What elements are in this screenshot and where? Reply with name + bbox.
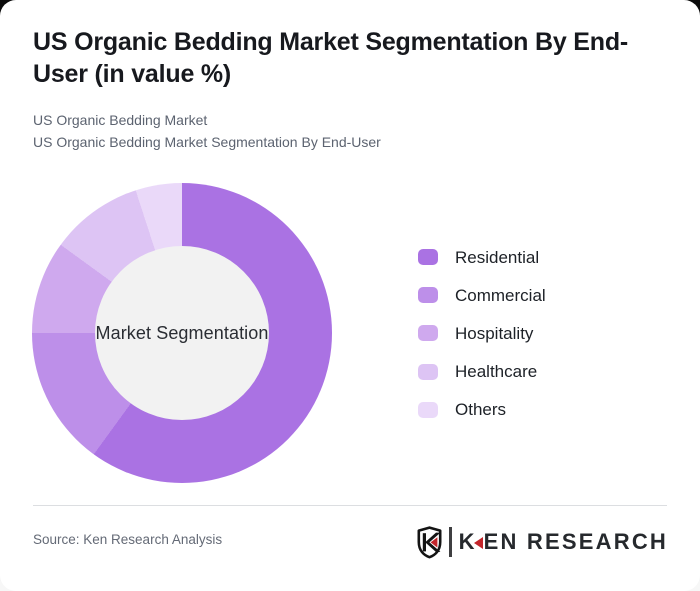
donut-center-label: Market Segmentation — [95, 322, 269, 343]
logo-wordmark: K EN RESEARCH — [459, 529, 668, 555]
red-triangle-icon — [473, 537, 483, 549]
legend-swatch-others — [418, 401, 438, 418]
legend-item-others[interactable]: Others — [418, 400, 546, 420]
source-note: Source: Ken Research Analysis — [33, 532, 223, 547]
logo-separator — [449, 527, 452, 557]
legend-swatch-residential — [418, 249, 438, 265]
page-title: US Organic Bedding Market Segmentation B… — [33, 28, 629, 88]
ken-research-emblem-icon — [417, 525, 442, 558]
wordmark-k: K — [458, 529, 477, 554]
footer-divider — [33, 505, 667, 506]
legend-label: Commercial — [455, 285, 546, 305]
legend-swatch-healthcare — [418, 363, 438, 380]
legend-label: Residential — [455, 247, 540, 267]
legend-label: Hospitality — [455, 323, 534, 343]
legend-swatch-commercial — [418, 287, 438, 304]
subtitle-line-1: US Organic Bedding Market — [33, 112, 208, 128]
chart-legend: Residential Commercial Hospitality Healt… — [418, 249, 546, 440]
legend-item-healthcare[interactable]: Healthcare — [418, 362, 546, 382]
legend-item-commercial[interactable]: Commercial — [418, 285, 546, 305]
legend-label: Healthcare — [455, 362, 538, 382]
legend-item-residential[interactable]: Residential — [418, 247, 546, 267]
legend-label: Others — [455, 400, 507, 420]
ken-research-logo: K EN RESEARCH — [417, 525, 668, 559]
chart-subtitle: US Organic Bedding Market US Organic Bed… — [33, 110, 381, 153]
donut-chart[interactable]: Market Segmentation — [32, 183, 332, 483]
subtitle-line-2: US Organic Bedding Market Segmentation B… — [33, 133, 381, 150]
donut-center: Market Segmentation — [95, 246, 269, 420]
legend-item-hospitality[interactable]: Hospitality — [418, 323, 546, 343]
legend-swatch-hospitality — [418, 325, 438, 342]
wordmark-rest: EN RESEARCH — [483, 529, 668, 554]
